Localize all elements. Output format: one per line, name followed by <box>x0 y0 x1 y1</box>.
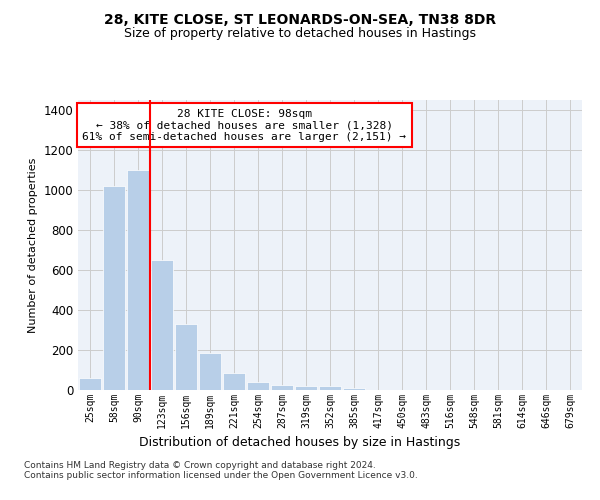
Text: 28, KITE CLOSE, ST LEONARDS-ON-SEA, TN38 8DR: 28, KITE CLOSE, ST LEONARDS-ON-SEA, TN38… <box>104 12 496 26</box>
Y-axis label: Number of detached properties: Number of detached properties <box>28 158 38 332</box>
Bar <box>127 170 149 390</box>
Bar <box>79 378 101 390</box>
Text: Size of property relative to detached houses in Hastings: Size of property relative to detached ho… <box>124 28 476 40</box>
Bar <box>295 386 317 390</box>
Bar <box>343 388 365 390</box>
Bar <box>271 385 293 390</box>
Text: 28 KITE CLOSE: 98sqm
← 38% of detached houses are smaller (1,328)
61% of semi-de: 28 KITE CLOSE: 98sqm ← 38% of detached h… <box>82 108 406 142</box>
Bar <box>175 324 197 390</box>
Bar <box>151 260 173 390</box>
Text: Distribution of detached houses by size in Hastings: Distribution of detached houses by size … <box>139 436 461 449</box>
Bar <box>199 353 221 390</box>
Bar <box>319 386 341 390</box>
Bar <box>103 186 125 390</box>
Text: Contains HM Land Registry data © Crown copyright and database right 2024.
Contai: Contains HM Land Registry data © Crown c… <box>24 460 418 480</box>
Bar <box>223 373 245 390</box>
Bar <box>247 382 269 390</box>
